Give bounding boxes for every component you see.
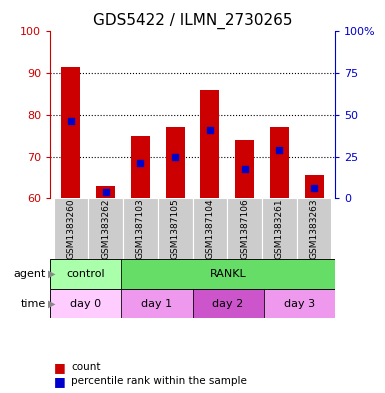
Text: GSM1387104: GSM1387104: [205, 198, 214, 259]
Bar: [270, 127, 289, 198]
Text: day 1: day 1: [141, 299, 172, 309]
Text: percentile rank within the sample: percentile rank within the sample: [71, 376, 247, 386]
Text: RANKL: RANKL: [210, 269, 246, 279]
Bar: [297, 198, 331, 259]
Text: day 2: day 2: [213, 299, 244, 309]
Bar: [50, 289, 121, 318]
Bar: [88, 198, 123, 259]
Bar: [123, 198, 158, 259]
Text: GSM1383260: GSM1383260: [66, 198, 75, 259]
Bar: [192, 198, 227, 259]
Bar: [305, 176, 324, 198]
Text: GSM1387103: GSM1387103: [136, 198, 145, 259]
Text: count: count: [71, 362, 101, 373]
Text: ▶: ▶: [48, 299, 55, 309]
Bar: [227, 198, 262, 259]
Bar: [166, 127, 185, 198]
Title: GDS5422 / ILMN_2730265: GDS5422 / ILMN_2730265: [93, 13, 292, 29]
Bar: [158, 198, 192, 259]
Bar: [131, 136, 150, 198]
Bar: [54, 198, 88, 259]
Text: control: control: [66, 269, 105, 279]
Text: GSM1383263: GSM1383263: [310, 198, 319, 259]
Bar: [200, 90, 219, 198]
Text: GSM1387105: GSM1387105: [171, 198, 180, 259]
Text: agent: agent: [14, 269, 46, 279]
Bar: [264, 289, 335, 318]
Text: ■: ■: [54, 375, 66, 388]
Text: day 0: day 0: [70, 299, 101, 309]
Text: ▶: ▶: [48, 269, 55, 279]
Text: time: time: [21, 299, 46, 309]
Text: GSM1387106: GSM1387106: [240, 198, 249, 259]
Text: ■: ■: [54, 361, 66, 374]
Bar: [121, 259, 335, 289]
Bar: [121, 289, 192, 318]
Bar: [262, 198, 297, 259]
Bar: [192, 289, 264, 318]
Bar: [235, 140, 254, 198]
Text: day 3: day 3: [284, 299, 315, 309]
Bar: [50, 259, 121, 289]
Bar: [61, 67, 80, 198]
Text: GSM1383261: GSM1383261: [275, 198, 284, 259]
Text: GSM1383262: GSM1383262: [101, 199, 110, 259]
Bar: [96, 186, 115, 198]
